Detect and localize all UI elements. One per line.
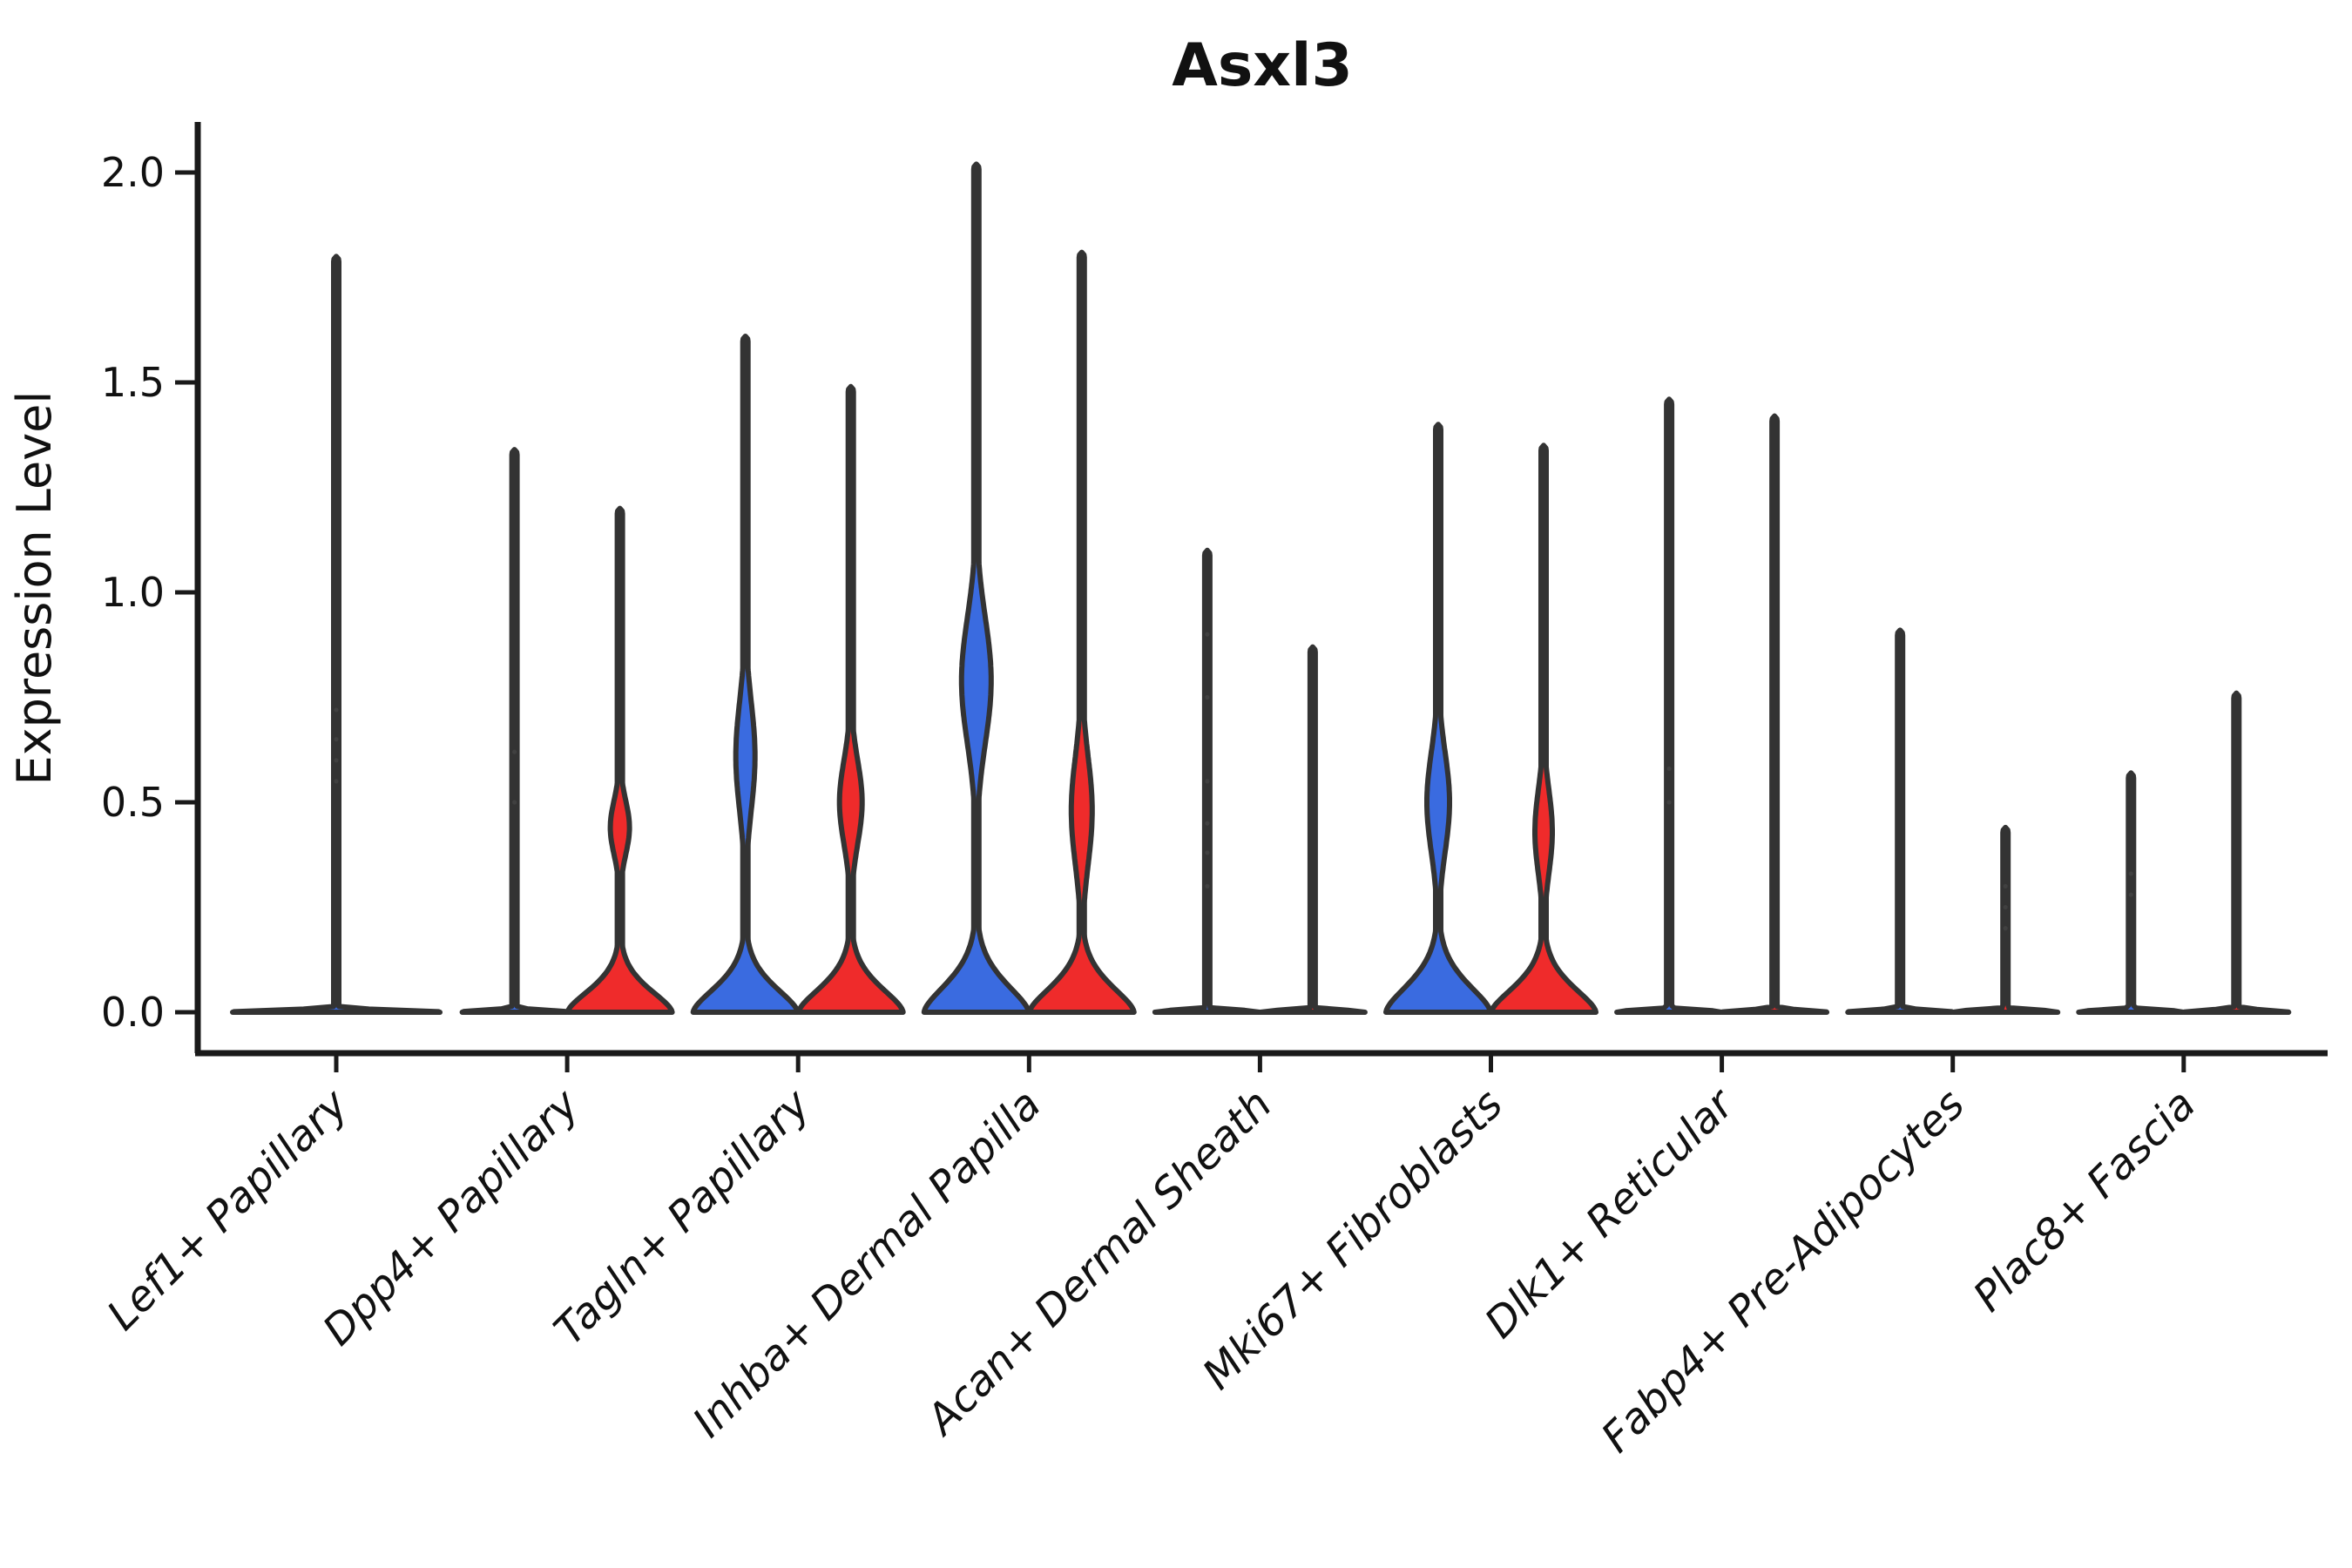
jitter-dot [1205,632,1210,637]
jitter-dot [1666,800,1672,805]
jitter-dot [2003,926,2008,931]
violins-layer [230,161,2292,1015]
jitter-dot [334,737,339,742]
jitter-dot [1205,850,1210,855]
jitter-dot [2128,871,2133,876]
violin-dpp4-right [564,505,675,1015]
jitter-dot [512,749,517,754]
jitter-dot [334,779,339,784]
violin-tagln-right [795,383,906,1015]
jitter-dot [1205,694,1210,700]
jitter-dot [1205,821,1210,826]
violin-fabp4-left [1845,627,1956,1015]
jitter-dot [334,758,339,763]
violin-acan-right [1257,644,1368,1015]
y-tick-label: 1.5 [101,359,165,406]
y-tick-label: 0.0 [101,989,165,1036]
jitter-dot [2003,883,2008,889]
violin-dlk1-left [1614,396,1725,1015]
y-tick-label: 0.5 [101,779,165,826]
jitter-dot [334,707,339,713]
jitter-dot [2128,892,2133,897]
violin-inhba-left [921,161,1031,1015]
violin-fabp4-right [1950,824,2061,1015]
jitter-dot [512,800,517,805]
violin-inhba-right [1026,249,1137,1015]
axes: 0.0 0.5 1.0 1.5 2.0 [101,122,2328,1057]
x-tick-label: Lef1+ Papillary [98,1079,358,1340]
jitter-dot [1205,779,1210,784]
violin-mki67-left [1383,422,1493,1015]
violin-tagln-left [690,333,801,1015]
violin-dpp4-left [459,447,570,1015]
y-tick-label: 2.0 [101,149,165,196]
y-axis-label: Expression Level [7,391,62,786]
plot-title: Asxl3 [1172,31,1353,100]
violin-lef1-center [230,253,443,1015]
y-tick-label: 1.0 [101,569,165,616]
jitter-dot [1666,766,1672,772]
x-tick-label: Plac8+ Fascia [1964,1080,2206,1321]
violin-mki67-right [1489,443,1598,1015]
x-tick-label: Dpp4+ Papillary [314,1079,589,1355]
x-tick-label: Tagln+ Papillary [544,1079,820,1355]
jitter-dot [2003,904,2008,910]
violin-dlk1-right [1720,413,1830,1015]
x-tick-label: Fabp4+ Pre-Adipocytes [1592,1080,1975,1463]
x-tick-label: Dlk1+ Reticular [1476,1078,1746,1348]
jitter-dot [1205,883,1210,889]
violin-plac8-right [2181,690,2292,1015]
